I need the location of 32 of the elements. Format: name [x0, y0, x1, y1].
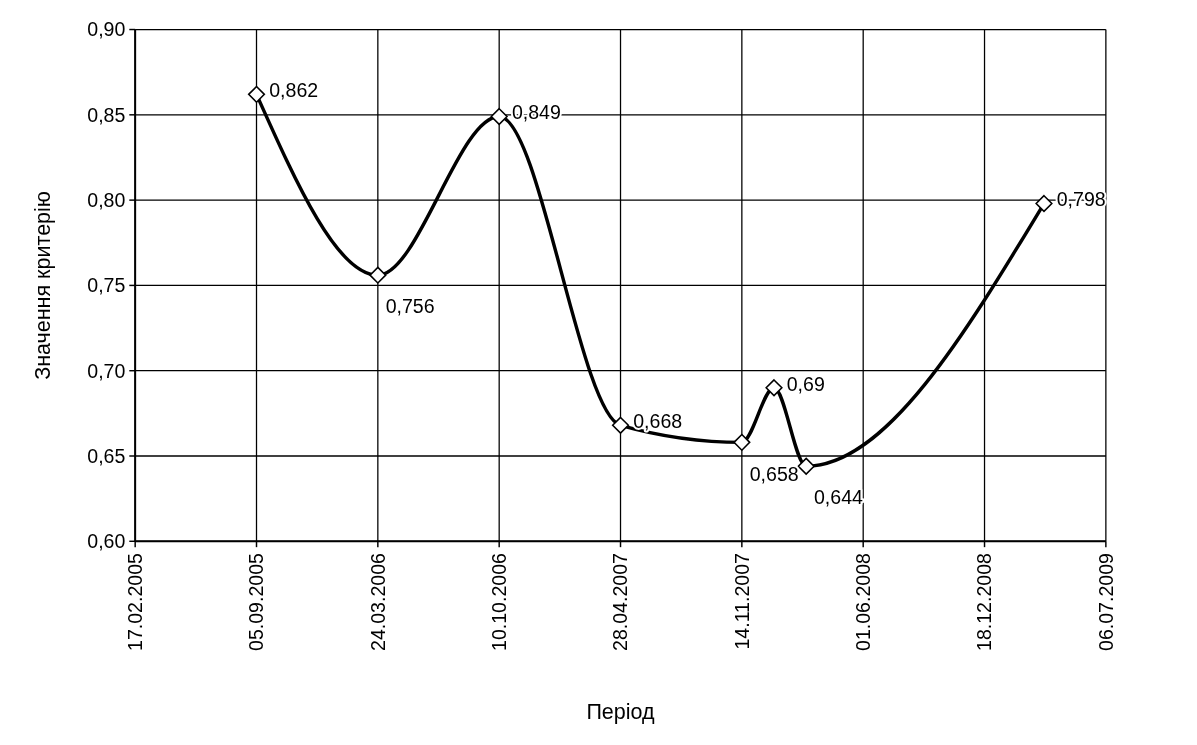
data-label: 0,668: [633, 410, 683, 433]
data-label: 0,658: [749, 462, 799, 485]
data-label: 0,756: [385, 295, 435, 318]
point: [611, 416, 630, 434]
x-tick-label: 17.02.2005: [124, 552, 147, 651]
x-axis-title: Період: [586, 700, 656, 725]
point: [733, 433, 751, 451]
data-label: 0,862: [269, 79, 319, 102]
point: [247, 85, 266, 103]
y-tick-label: 0,85: [87, 103, 126, 126]
y-tick-label: 0,70: [87, 359, 126, 382]
point: [765, 379, 783, 397]
x-tick-label: 10.10.2006: [488, 552, 511, 651]
y-tick-label: 0,65: [87, 444, 126, 467]
point: [490, 107, 508, 126]
x-tick-label: 06.07.2009: [1094, 553, 1117, 651]
point: [797, 457, 815, 475]
y-tick-label: 0,60: [87, 530, 126, 553]
y-tick-label: 0,80: [87, 188, 126, 211]
data-label: 0,69: [786, 372, 825, 395]
x-tick-label: 28.04.2007: [609, 553, 632, 651]
x-tick-label: 24.03.2006: [366, 552, 389, 651]
y-tick-label: 0,75: [87, 274, 126, 297]
point: [1035, 194, 1053, 213]
x-tick-label: 18.12.2008: [973, 552, 996, 651]
x-tick-label: 01.06.2008: [852, 552, 875, 651]
point: [369, 266, 387, 284]
y-tick-label: 0,90: [87, 18, 126, 41]
x-tick-label: 05.09.2005: [245, 552, 268, 651]
y-axis-title: Значення критерію: [30, 191, 55, 380]
x-tick-label: 14.11.2007: [730, 553, 753, 650]
data-label: 0,644: [813, 486, 864, 509]
